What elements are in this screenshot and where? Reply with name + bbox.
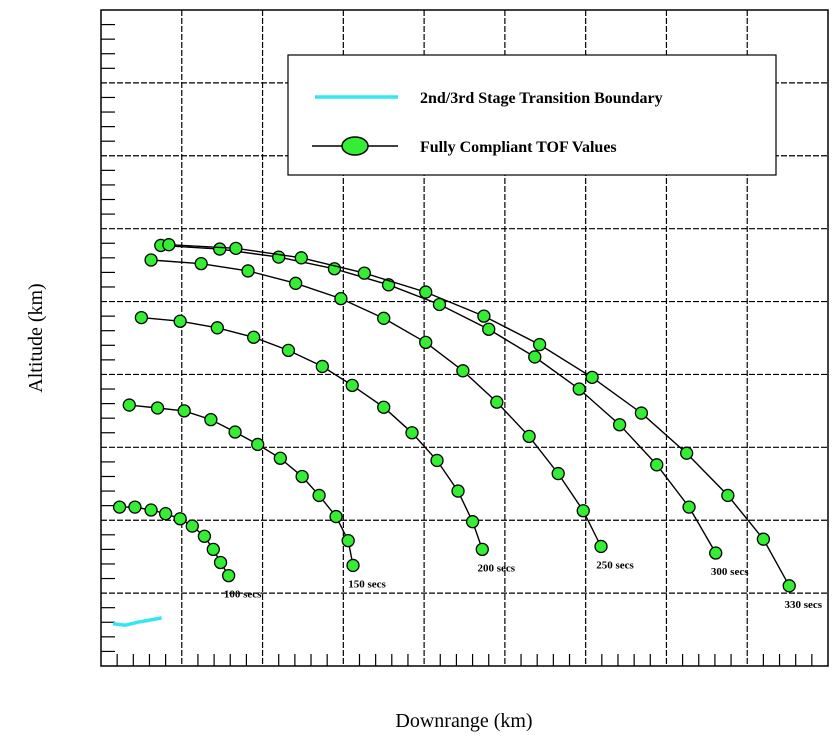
tof-marker <box>251 437 265 452</box>
tof-marker <box>289 276 303 290</box>
tof-marker <box>405 426 419 440</box>
tof-marker <box>221 568 236 583</box>
legend: 2nd/3rd Stage Transition Boundary Fully … <box>287 54 777 176</box>
tof-marker <box>294 251 308 265</box>
tof-marker <box>451 484 465 498</box>
tof-marker <box>456 364 470 378</box>
tof-marker <box>329 509 343 524</box>
tof-marker <box>432 297 447 312</box>
tof-marker <box>197 529 212 543</box>
tof-marker <box>128 500 142 514</box>
tof-marker <box>213 555 228 570</box>
tof-marker <box>357 266 371 280</box>
tof-marker <box>281 343 296 358</box>
tof-marker <box>213 242 227 256</box>
tof-marker <box>312 488 326 503</box>
tof-marker <box>522 429 536 444</box>
tof-marker <box>477 309 491 323</box>
tof-marker <box>247 330 261 344</box>
tof-marker <box>346 558 360 573</box>
tof-marker <box>210 321 224 335</box>
tof-marker <box>295 469 309 484</box>
trajectory-line <box>119 506 230 576</box>
tof-marker <box>334 291 348 306</box>
tof-marker <box>465 515 480 529</box>
transition-boundary <box>112 616 162 627</box>
tof-marker <box>144 503 158 517</box>
tof-marker <box>229 241 243 255</box>
tof-marker <box>206 542 220 557</box>
tof-marker <box>122 398 136 412</box>
tof-marker <box>315 359 329 374</box>
tof-marker <box>721 488 735 503</box>
curve-labels: 100 secs 150 secs 200 secs 250 secs 300 secs… <box>224 559 823 610</box>
tof-marker <box>419 285 433 299</box>
curve-label: 200 secs <box>477 562 515 574</box>
tof-marker <box>572 382 586 396</box>
minor-ticks <box>101 23 813 666</box>
curve-label: 330 secs <box>784 599 822 611</box>
tof-marker <box>150 401 165 415</box>
legend-tof-label: Fully Compliant TOF Values <box>420 139 617 156</box>
tof-marker <box>345 378 359 393</box>
tof-marker <box>112 500 127 514</box>
tof-marker <box>185 519 199 533</box>
tof-marker <box>194 257 208 271</box>
tof-marker <box>634 406 649 420</box>
tof-marker <box>585 370 599 385</box>
legend-boundary-label: 2nd/3rd Stage Transition Boundary <box>420 90 663 107</box>
tof-marker <box>782 579 796 593</box>
tof-marker <box>162 238 176 252</box>
tof-marker <box>272 250 286 264</box>
tof-marker <box>177 404 191 418</box>
tof-marker <box>679 446 694 460</box>
tof-marker <box>532 337 547 352</box>
tof-marker <box>273 451 287 465</box>
tof-marker <box>682 500 696 514</box>
tof-marker <box>377 311 391 325</box>
curve-label: 100 secs <box>224 589 262 601</box>
tof-marker <box>419 335 433 350</box>
tof-marker <box>482 322 496 336</box>
tof-marker <box>144 253 158 267</box>
tof-marker <box>341 533 355 548</box>
tof-marker <box>490 395 504 409</box>
tof-marker <box>173 314 187 328</box>
legend-tof-swatch-marker <box>341 136 369 156</box>
tof-marker <box>134 310 149 325</box>
tof-marker <box>612 418 627 432</box>
tof-marker <box>475 542 489 557</box>
tof-marker <box>430 453 444 468</box>
tof-marker <box>173 512 187 526</box>
plot-frame <box>100 9 829 667</box>
x-axis-label: Downrange (km) <box>395 710 532 732</box>
y-axis-label: Altitude (km) <box>25 283 47 392</box>
tof-marker <box>204 412 218 427</box>
legend-box <box>287 54 777 176</box>
tof-marker <box>158 507 173 521</box>
tof-marker <box>576 504 590 518</box>
tof-marker <box>228 425 242 439</box>
tof-marker <box>551 466 565 481</box>
tof-marker <box>528 350 542 364</box>
curve-label: 150 secs <box>348 578 386 590</box>
curve-label: 250 secs <box>596 559 634 571</box>
tof-marker <box>709 546 723 560</box>
tof-marker <box>241 264 255 278</box>
curve-label: 300 secs <box>711 566 749 578</box>
trajectory-curves <box>112 238 796 593</box>
tof-marker <box>594 539 608 554</box>
tof-marker <box>650 458 664 472</box>
tof-marker <box>756 532 771 546</box>
tof-marker <box>377 400 391 414</box>
transition-boundary-line <box>112 616 162 627</box>
